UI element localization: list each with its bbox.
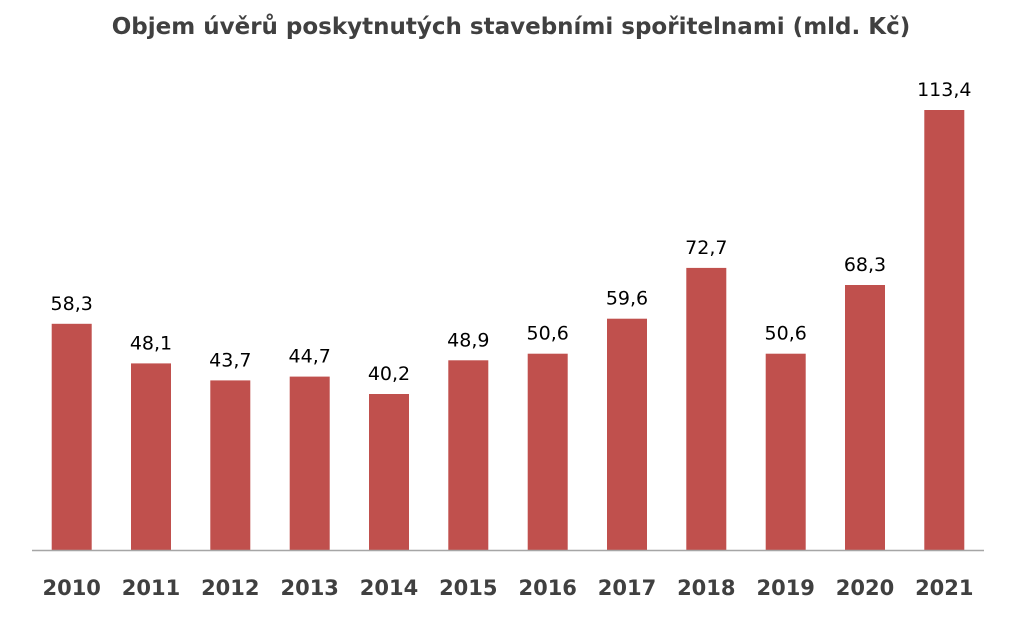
value-label-2013: 44,7 <box>289 346 331 368</box>
bar-2016 <box>527 353 568 550</box>
x-tick-label-2019: 2019 <box>756 576 814 600</box>
bar-2021 <box>924 110 965 550</box>
x-tick-label-2012: 2012 <box>201 576 259 600</box>
x-tick-label-2014: 2014 <box>360 576 418 600</box>
bars-group <box>51 110 965 550</box>
x-tick-label-2011: 2011 <box>122 576 180 600</box>
value-labels-group: 58,3 48,1 43,7 44,7 40,2 48,9 50,6 59,6 72,7 50,6… <box>51 79 972 385</box>
bar-2020 <box>845 285 885 550</box>
x-tick-label-2015: 2015 <box>439 576 497 600</box>
value-label-2011: 48,1 <box>130 332 172 354</box>
bar-2018 <box>686 267 727 550</box>
x-tick-label-2021: 2021 <box>915 576 973 600</box>
x-tick-label-2017: 2017 <box>598 576 656 600</box>
bar-2012 <box>210 380 251 550</box>
value-label-2019: 50,6 <box>765 323 807 345</box>
chart-title: Objem úvěrů poskytnutých stavebními spoř… <box>111 14 911 40</box>
value-label-2021: 113,4 <box>917 79 971 101</box>
x-tick-label-2020: 2020 <box>836 576 894 600</box>
bar-2013 <box>289 376 330 550</box>
value-label-2010: 58,3 <box>51 293 93 315</box>
bar-2019 <box>765 353 806 550</box>
value-label-2015: 48,9 <box>447 329 489 351</box>
bar-2014 <box>369 394 409 550</box>
x-tick-label-2018: 2018 <box>677 576 735 600</box>
bar-2015 <box>448 360 489 550</box>
x-tick-labels-group: 2010 2011 2012 2013 2014 2015 2016 2017 2018 2019… <box>42 576 973 600</box>
value-label-2018: 72,7 <box>685 237 727 259</box>
x-tick-label-2010: 2010 <box>42 576 100 600</box>
bar-2011 <box>131 363 171 550</box>
value-label-2014: 40,2 <box>368 363 410 385</box>
x-tick-label-2013: 2013 <box>280 576 338 600</box>
x-tick-label-2016: 2016 <box>518 576 576 600</box>
bar-2010 <box>51 323 92 550</box>
bar-2017 <box>607 318 647 550</box>
value-label-2012: 43,7 <box>209 349 251 371</box>
value-label-2020: 68,3 <box>844 254 886 276</box>
value-label-2016: 50,6 <box>527 323 569 345</box>
value-label-2017: 59,6 <box>606 288 648 310</box>
